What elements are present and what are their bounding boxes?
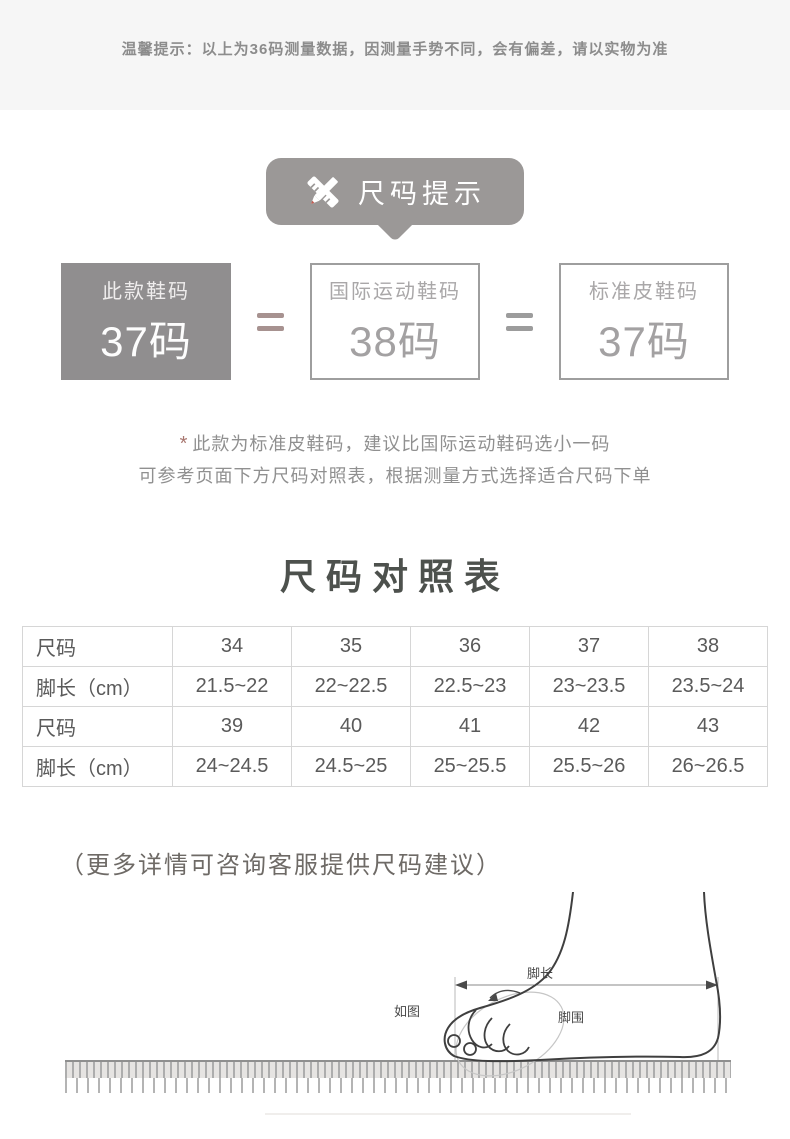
box-value: 38码 xyxy=(349,317,441,365)
box-international-sport-size: 国际运动鞋码 38码 xyxy=(310,263,480,380)
size-value-cell: 25~25.5 xyxy=(410,746,530,787)
size-value-cell: 38 xyxy=(648,626,768,667)
asterisk: * xyxy=(179,433,189,455)
equals-icon xyxy=(257,312,284,331)
size-value-cell: 23~23.5 xyxy=(529,666,649,707)
size-tip-badge-section: 尺码提示 xyxy=(0,158,790,243)
size-value-cell: 24.5~25 xyxy=(291,746,411,787)
equals-icon xyxy=(506,312,533,331)
size-header-cell: 脚长（cm） xyxy=(22,666,173,707)
size-value-cell: 21.5~22 xyxy=(172,666,292,707)
size-chart-title: 尺码对照表 xyxy=(279,556,510,597)
top-notice: 温馨提示：以上为36码测量数据，因测量手势不同，会有偏差，请以实物为准 xyxy=(0,0,790,110)
size-chart-table: 尺码 34 35 36 37 38 脚长（cm） 21.5~22 22~22.5… xyxy=(22,626,768,787)
size-value-cell: 23.5~24 xyxy=(648,666,768,707)
size-value-cell: 35 xyxy=(291,626,411,667)
ruler-shadow xyxy=(264,1113,632,1115)
size-value-cell: 24~24.5 xyxy=(172,746,292,787)
size-tip-badge-label: 尺码提示 xyxy=(358,179,486,209)
foot-outline-illustration: 脚长 如图 脚围 xyxy=(394,892,722,1077)
size-note: * 此款为标准皮鞋码，建议比国际运动鞋码选小一码 可参考页面下方尺码对照表，根据测… xyxy=(0,428,790,492)
ruler-ticks xyxy=(65,1078,731,1093)
table-row: 脚长（cm） 21.5~22 22~22.5 22.5~23 23~23.5 2… xyxy=(22,666,768,707)
as-shown-label: 如图 xyxy=(394,1004,420,1019)
size-value-cell: 34 xyxy=(172,626,292,667)
note-line-1: * 此款为标准皮鞋码，建议比国际运动鞋码选小一码 xyxy=(179,433,611,455)
size-header-cell: 脚长（cm） xyxy=(22,746,173,787)
size-header-cell: 尺码 xyxy=(22,706,173,747)
foot-diagram: 脚长 如图 脚围 xyxy=(0,892,790,1124)
size-value-cell: 43 xyxy=(648,706,768,747)
size-value-cell: 36 xyxy=(410,626,530,667)
size-value-cell: 22~22.5 xyxy=(291,666,411,707)
note-line-2: 可参考页面下方尺码对照表，根据测量方式选择适合尺码下单 xyxy=(138,466,652,486)
size-value-cell: 25.5~26 xyxy=(529,746,649,787)
box-value: 37码 xyxy=(598,317,690,365)
size-value-cell: 41 xyxy=(410,706,530,747)
box-this-shoe-size: 此款鞋码 37码 xyxy=(61,263,231,380)
box-label: 标准皮鞋码 xyxy=(589,280,699,303)
size-value-cell: 26~26.5 xyxy=(648,746,768,787)
box-label: 国际运动鞋码 xyxy=(329,280,461,303)
table-row: 脚长（cm） 24~24.5 24.5~25 25~25.5 25.5~26 2… xyxy=(22,746,768,787)
box-standard-leather-size: 标准皮鞋码 37码 xyxy=(559,263,729,380)
size-value-cell: 39 xyxy=(172,706,292,747)
size-value-cell: 37 xyxy=(529,626,649,667)
box-value: 37码 xyxy=(100,317,192,365)
foot-length-label: 脚长 xyxy=(527,966,553,981)
size-value-cell: 40 xyxy=(291,706,411,747)
box-label: 此款鞋码 xyxy=(102,280,190,303)
size-value-cell: 42 xyxy=(529,706,649,747)
table-row: 尺码 39 40 41 42 43 xyxy=(22,706,768,747)
foot-girth-label: 脚围 xyxy=(558,1010,584,1025)
size-value-cell: 22.5~23 xyxy=(410,666,530,707)
size-equivalence-row: 此款鞋码 37码 国际运动鞋码 38码 标准皮鞋码 37码 xyxy=(0,263,790,380)
size-header-cell: 尺码 xyxy=(22,626,173,667)
pencil-ruler-icon xyxy=(304,173,342,211)
ruler-band xyxy=(65,1060,731,1078)
top-notice-text: 温馨提示：以上为36码测量数据，因测量手势不同，会有偏差，请以实物为准 xyxy=(121,41,669,58)
table-row: 尺码 34 35 36 37 38 xyxy=(22,626,768,667)
ruler xyxy=(65,1060,731,1115)
service-note: （更多详情可咨询客服提供尺码建议） xyxy=(60,852,502,879)
